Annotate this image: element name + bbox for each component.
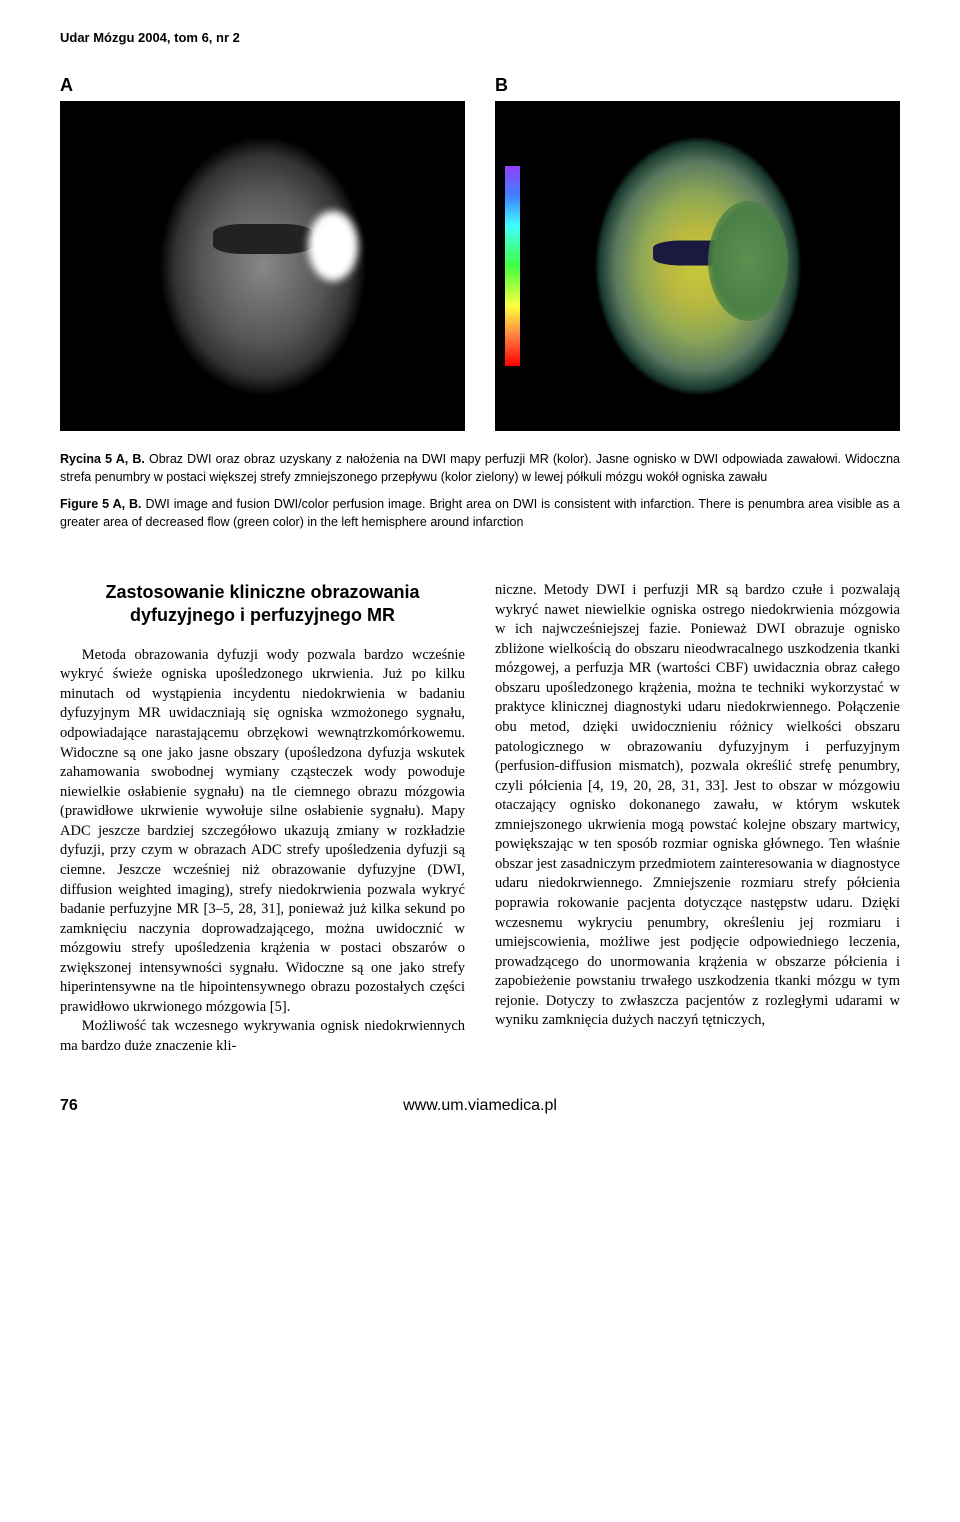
caption-pl-text: Obraz DWI oraz obraz uzyskany z nałożeni… xyxy=(60,452,900,484)
body-paragraph-3: niczne. Metody DWI i perfuzji MR są bard… xyxy=(495,581,900,1031)
column-right: niczne. Metody DWI i perfuzji MR są bard… xyxy=(495,581,900,1057)
dwi-scan-image xyxy=(60,101,465,431)
section-title: Zastosowanie kliniczne obrazowania dyfuz… xyxy=(60,581,465,628)
footer-url: www.um.viamedica.pl xyxy=(403,1097,557,1115)
brain-dwi-shape xyxy=(148,131,378,401)
figure-panel-b: B xyxy=(495,75,900,431)
body-columns: Zastosowanie kliniczne obrazowania dyfuz… xyxy=(60,581,900,1057)
color-scale-bar xyxy=(505,166,520,366)
panel-b-label: B xyxy=(495,75,900,96)
caption-en-text: DWI image and fusion DWI/color perfusion… xyxy=(60,497,900,529)
figure-panel-a: A xyxy=(60,75,465,431)
figure-caption-polish: Rycina 5 A, B. Obraz DWI oraz obraz uzys… xyxy=(60,451,900,486)
figure-row: A B xyxy=(60,75,900,431)
caption-en-title: Figure 5 A, B. xyxy=(60,497,142,511)
caption-pl-title: Rycina 5 A, B. xyxy=(60,452,145,466)
page-footer: 76 www.um.viamedica.pl xyxy=(60,1097,900,1115)
column-left: Zastosowanie kliniczne obrazowania dyfuz… xyxy=(60,581,465,1057)
figure-caption-english: Figure 5 A, B. DWI image and fusion DWI/… xyxy=(60,496,900,531)
panel-a-label: A xyxy=(60,75,465,96)
perfusion-fusion-image xyxy=(495,101,900,431)
brain-perfusion-shape xyxy=(583,131,813,401)
body-paragraph-1: Metoda obrazowania dyfuzji wody pozwala … xyxy=(60,646,465,1018)
page-number: 76 xyxy=(60,1097,78,1114)
journal-header: Udar Mózgu 2004, tom 6, nr 2 xyxy=(60,30,900,45)
body-paragraph-2: Możliwość tak wczesnego wykrywania ognis… xyxy=(60,1017,465,1056)
